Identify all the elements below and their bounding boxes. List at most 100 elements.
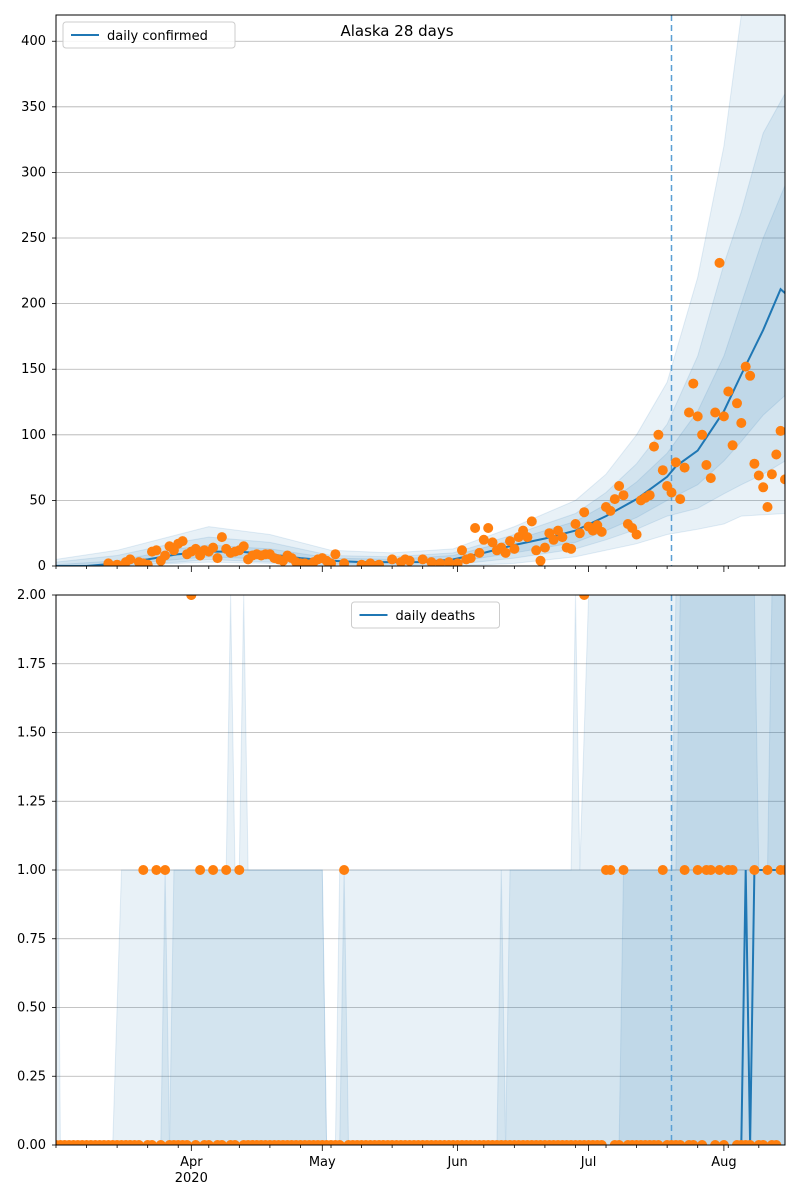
observation-point (614, 481, 624, 491)
observation-point (531, 545, 541, 555)
observation-point (138, 865, 148, 875)
y-tick-label: 0.25 (17, 1069, 46, 1084)
observation-point (771, 450, 781, 460)
observation-point (571, 519, 581, 529)
legend: daily deaths (352, 602, 500, 628)
observation-point (741, 362, 751, 372)
observation-point (217, 532, 227, 542)
observation-point (697, 430, 707, 440)
observation-point (474, 548, 484, 558)
y-tick-label: 50 (29, 493, 46, 508)
y-tick-label: 1.25 (17, 794, 46, 809)
observation-point (151, 545, 161, 555)
observation-point (470, 523, 480, 533)
observation-point (418, 554, 428, 564)
x-tick-label: Jul (580, 1155, 597, 1170)
observation-point (405, 556, 415, 566)
observation-point (213, 553, 223, 563)
observation-point (749, 865, 759, 875)
x-tick-label: Apr (180, 1155, 203, 1170)
observation-point (715, 865, 725, 875)
observation-point (675, 494, 685, 504)
observation-point (234, 865, 244, 875)
x-tick-label: May (309, 1155, 336, 1170)
observation-point (658, 865, 668, 875)
observation-point (509, 544, 519, 554)
observation-point (684, 408, 694, 418)
observation-point (719, 411, 729, 421)
observation-point (575, 528, 585, 538)
observation-point (745, 371, 755, 381)
observation-point (767, 469, 777, 479)
y-tick-label: 1.00 (17, 863, 46, 878)
x-tick-sublabel: 2020 (175, 1171, 208, 1186)
observation-point (178, 536, 188, 546)
chart-title: Alaska 28 days (340, 22, 453, 40)
observation-point (221, 865, 231, 875)
legend: daily confirmed (63, 22, 235, 48)
observation-point (763, 865, 773, 875)
observation-point (693, 411, 703, 421)
observation-point (605, 506, 615, 516)
observation-point (653, 430, 663, 440)
observation-point (763, 502, 773, 512)
observation-point (540, 543, 550, 553)
observation-point (579, 507, 589, 517)
y-tick-label: 0.00 (17, 1138, 46, 1153)
observation-point (728, 440, 738, 450)
observation-point (195, 865, 205, 875)
observation-point (339, 865, 349, 875)
observation-point (688, 379, 698, 389)
y-tick-label: 1.75 (17, 657, 46, 672)
observation-point (566, 544, 576, 554)
observation-point (527, 516, 537, 526)
observation-point (758, 482, 768, 492)
observation-point (749, 459, 759, 469)
observation-point (619, 865, 629, 875)
observation-point (723, 387, 733, 397)
observation-point (160, 865, 170, 875)
y-tick-label: 150 (21, 362, 46, 377)
observation-point (728, 865, 738, 875)
observation-point (605, 865, 615, 875)
y-tick-label: 0 (38, 559, 46, 574)
y-tick-label: 0.50 (17, 1001, 46, 1016)
observation-point (710, 408, 720, 418)
observation-point (151, 865, 161, 875)
observation-point (466, 553, 476, 563)
observation-point (208, 865, 218, 875)
observation-point (522, 532, 532, 542)
observation-point (536, 556, 546, 566)
observation-point (715, 258, 725, 268)
y-tick-label: 2.00 (17, 588, 46, 603)
legend-label: daily confirmed (107, 29, 208, 44)
observation-point (457, 545, 467, 555)
y-tick-label: 350 (21, 100, 46, 115)
observation-point (732, 398, 742, 408)
observation-point (483, 523, 493, 533)
y-tick-label: 1.50 (17, 726, 46, 741)
observation-point (125, 554, 135, 564)
observation-point (479, 535, 489, 545)
observation-point (706, 473, 716, 483)
observation-point (706, 865, 716, 875)
observation-point (619, 490, 629, 500)
observation-point (701, 460, 711, 470)
observation-point (667, 488, 677, 498)
x-tick-label: Aug (711, 1155, 736, 1170)
observation-point (736, 418, 746, 428)
observation-point (208, 543, 218, 553)
y-tick-label: 100 (21, 428, 46, 443)
observation-point (501, 548, 511, 558)
observation-point (680, 463, 690, 473)
observation-point (387, 554, 397, 564)
observation-point (610, 494, 620, 504)
observation-point (239, 541, 249, 551)
observation-point (330, 549, 340, 559)
y-tick-label: 200 (21, 297, 46, 312)
observation-point (658, 465, 668, 475)
observation-point (776, 426, 786, 436)
observation-point (160, 551, 170, 561)
